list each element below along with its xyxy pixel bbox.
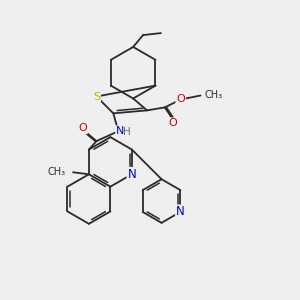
Text: S: S [93,92,100,101]
Text: CH₃: CH₃ [205,89,223,100]
Text: N: N [176,206,185,218]
Text: N: N [128,168,136,181]
Text: O: O [176,94,185,104]
Text: O: O [168,118,177,128]
Text: O: O [78,123,87,133]
Text: CH₃: CH₃ [47,167,65,177]
Text: H: H [123,127,131,137]
Text: N: N [116,126,124,136]
